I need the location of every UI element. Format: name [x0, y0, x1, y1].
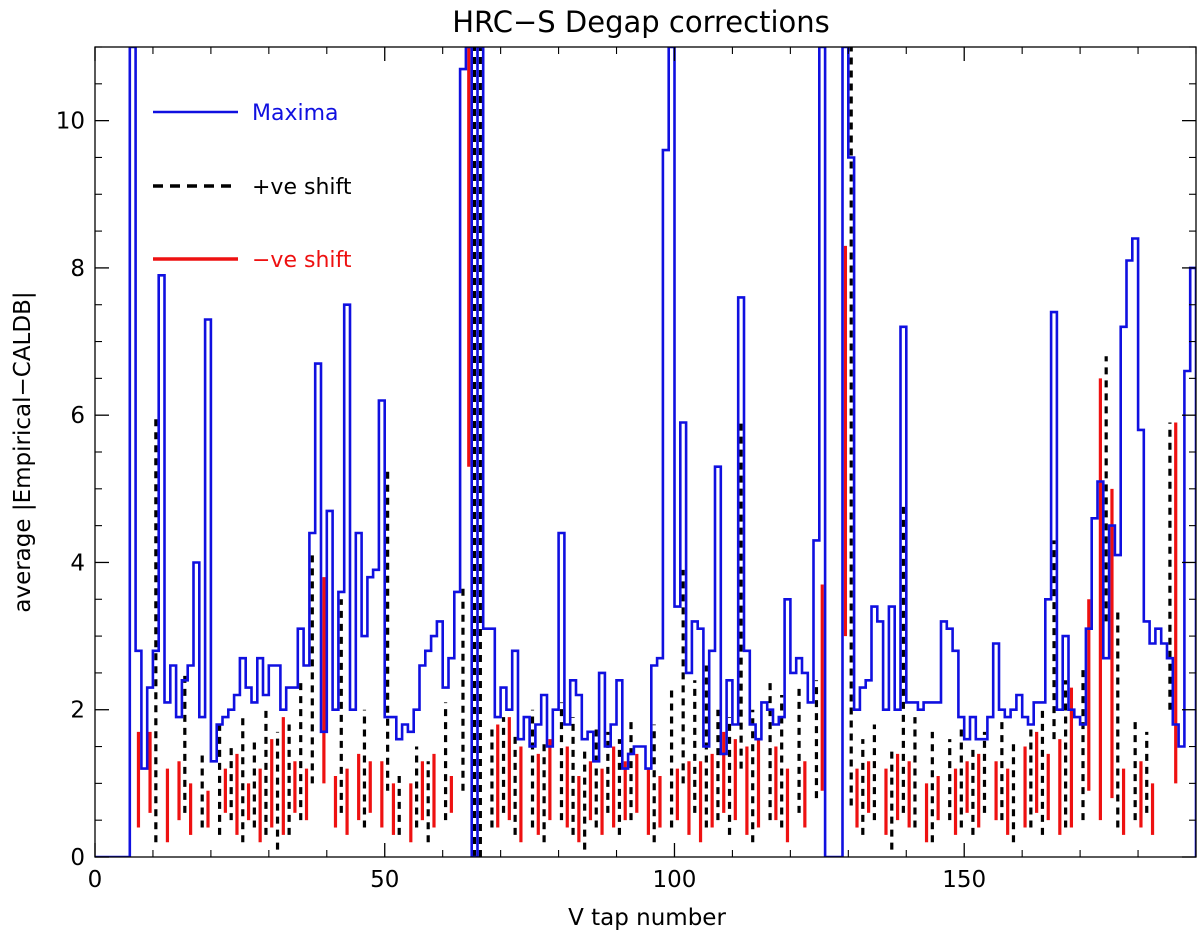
legend-negative-shift-label: −ve shift	[252, 248, 352, 273]
y-tick-label: 0	[70, 845, 85, 871]
axes: 0 50 100 150 0 2 4 6 8 10	[56, 46, 1197, 893]
y-tick-label: 4	[70, 550, 85, 576]
x-tick-label: 150	[942, 867, 986, 893]
x-tick-label: 50	[370, 867, 399, 893]
y-tick-label: 2	[70, 698, 85, 724]
y-tick-label: 8	[70, 256, 85, 282]
y-axis-label: average |Empirical−CALDB|	[10, 291, 36, 612]
x-tick-label: 0	[88, 867, 103, 893]
plot-marks	[95, 47, 1196, 857]
maxima-histogram-line	[95, 47, 1196, 857]
y-tick-label: 10	[56, 109, 85, 135]
x-tick-label: 100	[653, 867, 697, 893]
chart-title: HRC−S Degap corrections	[452, 5, 830, 39]
legend: Maxima +ve shift −ve shift	[153, 101, 352, 273]
x-axis-label: V tap number	[568, 905, 726, 931]
y-tick-label: 6	[70, 403, 85, 429]
legend-positive-shift-label: +ve shift	[252, 175, 352, 200]
legend-maxima-label: Maxima	[252, 101, 339, 126]
